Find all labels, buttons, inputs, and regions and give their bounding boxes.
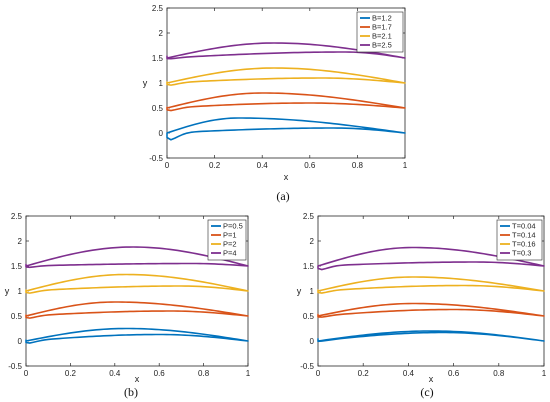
y-tick-label: 0.5 — [11, 312, 23, 321]
y-tick-label: -0.5 — [300, 362, 314, 371]
y-tick-label: -0.5 — [149, 154, 163, 163]
y-tick-label: 1 — [159, 79, 164, 88]
panel-a-x-label: x — [284, 172, 289, 182]
x-tick-label: 0 — [24, 369, 29, 378]
x-tick-label: 1 — [542, 369, 547, 378]
panel-b-y-label: y — [5, 286, 10, 296]
y-tick-label: 2 — [310, 237, 315, 246]
x-tick-label: 0 — [316, 369, 321, 378]
x-tick-label: 0.4 — [403, 369, 415, 378]
legend-label: B=1.7 — [372, 23, 392, 32]
x-tick-label: 0.4 — [257, 161, 269, 170]
series-curve-p-2 — [25, 273, 249, 294]
x-tick-label: 0.4 — [109, 369, 121, 378]
x-tick-label: 0.2 — [209, 161, 221, 170]
panel-b-curves — [25, 246, 249, 344]
y-tick-label: 1 — [310, 287, 315, 296]
y-tick-label: 0.5 — [303, 312, 315, 321]
panel-a-caption: (a) — [276, 189, 289, 203]
legend-label: B=2.1 — [372, 32, 392, 41]
y-tick-label: 2.5 — [303, 212, 315, 221]
legend-label: T=0.3 — [512, 249, 531, 258]
legend-label: T=0.16 — [512, 240, 536, 249]
panel-b: 0 0.2 0.4 0.6 0.8 1-0.500.511.522.5 x y P=0.5… — [5, 212, 251, 399]
y-tick-label: 2 — [159, 29, 164, 38]
legend-label: T=0.04 — [512, 222, 536, 231]
panel-c: 0 0.2 0.4 0.6 0.8 1-0.500.511.522.5 x y T=0.0… — [297, 212, 547, 399]
panel-c-x-label: x — [429, 374, 434, 384]
y-tick-label: 2.5 — [152, 4, 164, 13]
series-curve-b-1-7 — [166, 92, 406, 112]
y-tick-label: 0 — [310, 337, 315, 346]
x-tick-label: 0.6 — [448, 369, 460, 378]
y-tick-label: 2 — [18, 237, 23, 246]
panel-c-caption: (c) — [420, 385, 433, 399]
legend-label: T=0.14 — [512, 231, 536, 240]
y-tick-label: -0.5 — [8, 362, 22, 371]
y-tick-label: 0 — [18, 337, 23, 346]
series-curve-p-0-5 — [25, 327, 249, 344]
x-tick-label: 0.2 — [65, 369, 77, 378]
panel-b-x-label: x — [135, 374, 140, 384]
panel-a-legend: B=1.2B=1.7B=2.1B=2.5 — [356, 11, 404, 53]
legend-label: P=2 — [223, 240, 237, 249]
panel-c-curves — [317, 246, 545, 343]
legend-label: P=4 — [223, 249, 237, 258]
x-tick-label: 0.2 — [358, 369, 370, 378]
y-tick-label: 1 — [18, 287, 23, 296]
y-tick-label: 0.5 — [152, 104, 164, 113]
legend-label: P=0.5 — [223, 222, 243, 231]
x-tick-label: 0.6 — [304, 161, 316, 170]
x-tick-label: 0.8 — [352, 161, 364, 170]
series-curve-b-1-2 — [166, 117, 406, 141]
series-curve-t-0-3 — [317, 246, 545, 271]
legend-label: B=1.2 — [372, 14, 392, 23]
legend-label: P=1 — [223, 231, 237, 240]
panel-c-legend: T=0.04T=0.14T=0.16T=0.3 — [496, 219, 543, 261]
panel-a-y-label: y — [143, 78, 148, 88]
series-curve-t-0-04 — [317, 330, 545, 343]
panel-b-caption: (b) — [124, 385, 138, 399]
series-curve-t-0-14 — [317, 302, 545, 318]
x-tick-label: 0.8 — [493, 369, 505, 378]
x-tick-label: 1 — [246, 369, 251, 378]
panel-c-y-label: y — [297, 286, 302, 296]
panel-a-curves — [166, 42, 406, 141]
legend-label: B=2.5 — [372, 41, 392, 50]
x-tick-label: 0.8 — [198, 369, 210, 378]
panel-b-legend: P=0.5P=1P=2P=4 — [207, 219, 247, 261]
series-curve-p-4 — [25, 246, 249, 269]
series-curve-p-1 — [25, 301, 249, 319]
x-tick-label: 0.6 — [154, 369, 166, 378]
y-tick-label: 1.5 — [303, 262, 315, 271]
y-tick-label: 1.5 — [152, 54, 164, 63]
x-tick-label: 1 — [403, 161, 408, 170]
series-curve-b-2-5 — [166, 42, 406, 60]
series-curve-t-0-16 — [317, 276, 545, 294]
x-tick-label: 0 — [165, 161, 170, 170]
series-curve-b-2-1 — [166, 67, 406, 86]
panel-a: 0 0.2 0.4 0.6 0.8 1-0.500.511.522.5 x y B=1.2… — [143, 4, 408, 203]
panel-b-ticks: 0 0.2 0.4 0.6 0.8 1-0.500.511.522.5 — [8, 212, 251, 378]
y-tick-label: 1.5 — [11, 262, 23, 271]
y-tick-label: 0 — [159, 129, 164, 138]
panel-a-ticks: 0 0.2 0.4 0.6 0.8 1-0.500.511.522.5 — [149, 4, 408, 170]
y-tick-label: 2.5 — [11, 212, 23, 221]
